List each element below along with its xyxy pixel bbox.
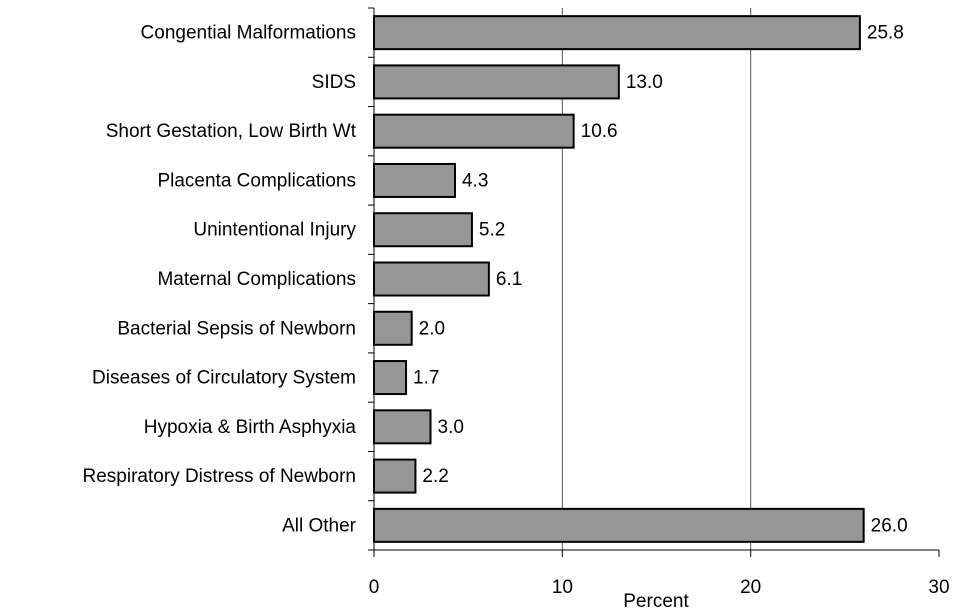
y-tick-label: Maternal Complications [157, 269, 356, 290]
y-tick-label: Placenta Complications [157, 170, 356, 191]
bar [373, 360, 408, 396]
bar [373, 212, 473, 248]
value-label: 26.0 [871, 515, 908, 536]
y-tick-label: Respiratory Distress of Newborn [83, 466, 356, 487]
bar [373, 507, 865, 543]
value-label: 25.8 [867, 23, 904, 44]
bar [373, 64, 620, 100]
x-tick-label: 10 [552, 577, 573, 598]
value-label: 2.0 [419, 318, 445, 339]
value-label: 3.0 [438, 417, 464, 438]
value-label: 1.7 [413, 368, 439, 389]
y-tick-label: Bacterial Sepsis of Newborn [117, 318, 356, 339]
value-label: 4.3 [462, 170, 488, 191]
value-label: 6.1 [496, 269, 522, 290]
x-tick-label: 30 [928, 577, 949, 598]
bar [373, 409, 432, 445]
y-tick-label: Diseases of Circulatory System [92, 368, 356, 389]
bar [373, 458, 417, 494]
y-tick-label: Short Gestation, Low Birth Wt [106, 121, 357, 142]
y-tick-label: All Other [282, 515, 357, 536]
y-tick-label: Congential Malformations [141, 23, 356, 44]
bar [373, 15, 861, 51]
value-label: 2.2 [422, 466, 448, 487]
x-axis-label: Percent [623, 591, 689, 612]
bar [373, 162, 456, 198]
bar [373, 310, 413, 346]
value-label: 10.6 [581, 121, 618, 142]
y-tick-label: Hypoxia & Birth Asphyxia [144, 417, 357, 438]
value-label: 13.0 [626, 72, 663, 93]
y-tick-label: SIDS [312, 72, 356, 93]
x-tick-label: 20 [740, 577, 761, 598]
y-tick-label: Unintentional Injury [193, 220, 356, 241]
bar [373, 261, 490, 297]
x-tick-label: 0 [369, 577, 380, 598]
bar [373, 113, 575, 149]
value-label: 5.2 [479, 220, 505, 241]
